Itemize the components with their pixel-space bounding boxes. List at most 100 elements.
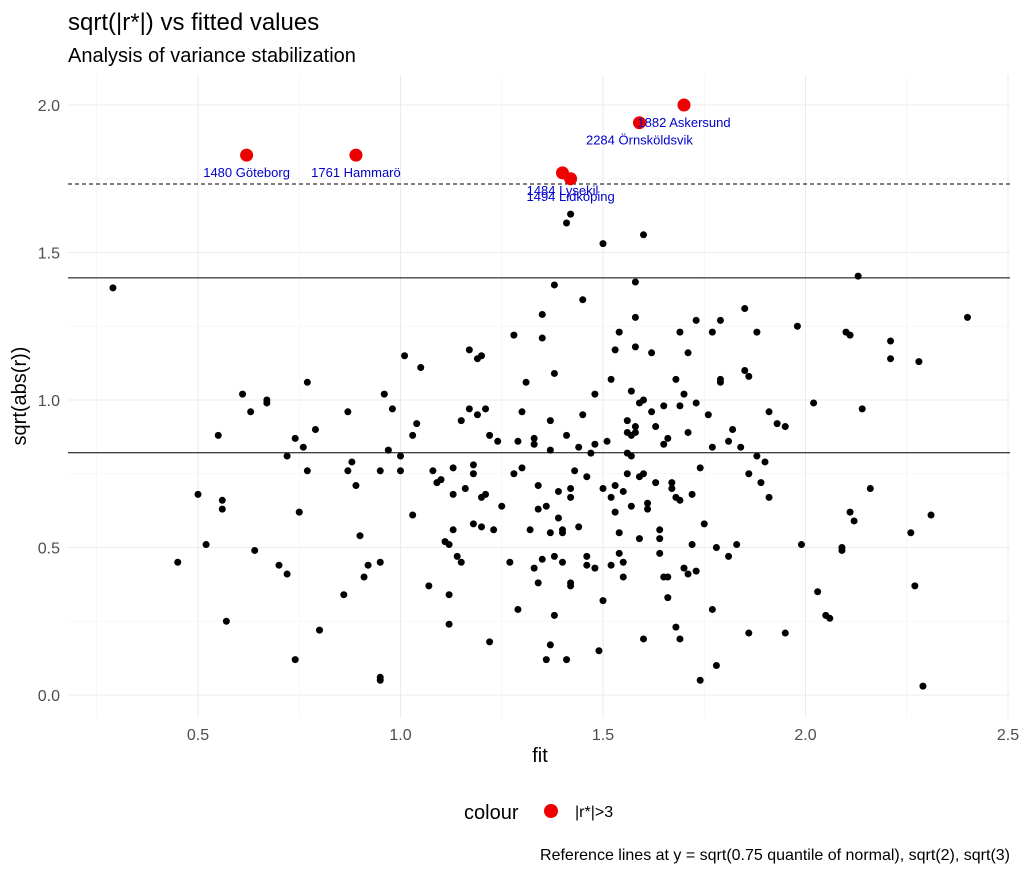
outlier-label: 1484 Lysekil (527, 183, 599, 198)
data-point (473, 411, 481, 419)
x-tick-label: 0.5 (187, 727, 209, 744)
x-tick-label: 2.5 (997, 727, 1019, 744)
data-point (725, 437, 733, 445)
data-point (927, 511, 935, 519)
data-point (660, 440, 668, 448)
data-point (737, 443, 745, 451)
data-point (376, 676, 384, 684)
data-point (429, 467, 437, 475)
data-point (299, 443, 307, 451)
outlier-point (240, 148, 254, 162)
outlier-label: 2284 Örnsköldsvik (586, 133, 693, 148)
data-point (510, 331, 518, 339)
data-point (627, 502, 635, 510)
outlier-point (564, 172, 578, 186)
data-point (696, 676, 704, 684)
data-point (445, 591, 453, 599)
data-point (761, 458, 769, 466)
data-point (579, 296, 587, 304)
data-point (733, 541, 741, 549)
data-point (571, 467, 579, 475)
data-point (538, 334, 546, 342)
x-tick-label: 1.5 (592, 727, 614, 744)
data-point (627, 387, 635, 395)
data-point (303, 378, 311, 386)
data-point (218, 496, 226, 504)
data-point (457, 417, 465, 425)
data-point (579, 411, 587, 419)
data-point (676, 328, 684, 336)
data-point (712, 662, 720, 669)
data-point (214, 431, 222, 439)
data-point (546, 446, 554, 454)
data-point (907, 529, 915, 537)
data-point (603, 437, 611, 445)
data-point (793, 322, 801, 330)
data-point (567, 579, 575, 587)
data-point (648, 349, 656, 357)
data-point (672, 375, 680, 383)
data-point (534, 482, 542, 490)
data-point (850, 517, 858, 525)
data-point (619, 573, 627, 581)
data-point (611, 482, 619, 490)
data-point (397, 467, 404, 475)
data-point (514, 437, 522, 445)
data-point (765, 493, 773, 501)
data-point (575, 523, 583, 531)
data-point (858, 405, 866, 413)
data-point (797, 541, 805, 549)
data-point (591, 440, 599, 448)
data-point (676, 402, 684, 410)
data-point (397, 452, 404, 460)
y-tick-label: 2.0 (38, 98, 60, 115)
data-point (591, 564, 599, 572)
data-point (866, 485, 874, 492)
data-point (263, 396, 271, 404)
data-point (680, 564, 688, 572)
data-point (530, 434, 538, 442)
data-point (745, 629, 753, 637)
data-point (291, 434, 299, 442)
data-point (417, 364, 425, 372)
data-point (425, 582, 433, 590)
y-tick-labels: 0.0 0.5 1.0 1.5 2.0 (38, 98, 60, 705)
data-point (668, 485, 676, 492)
data-point (814, 588, 822, 596)
data-point (611, 508, 619, 516)
x-axis-title: fit (532, 745, 548, 767)
reference-lines (68, 183, 1010, 454)
data-point (222, 617, 230, 625)
data-point (688, 490, 696, 498)
data-point (583, 552, 591, 560)
data-point (352, 482, 360, 490)
data-point (631, 313, 639, 321)
data-point (546, 417, 554, 425)
data-point (518, 408, 526, 416)
data-point (518, 464, 526, 472)
data-point (542, 656, 550, 664)
data-point (567, 493, 575, 501)
data-point (887, 355, 895, 363)
data-point (964, 313, 971, 321)
data-point (631, 343, 639, 351)
data-point (684, 570, 692, 578)
data-point (449, 464, 457, 472)
data-point (656, 526, 664, 534)
x-tick-labels: 0.5 1.0 1.5 2.0 2.5 (187, 727, 1019, 744)
data-point (619, 487, 627, 495)
data-point (631, 278, 639, 286)
outlier-point (632, 116, 646, 130)
data-point (494, 437, 502, 445)
data-point (599, 485, 607, 492)
data-point (546, 529, 554, 537)
data-point (644, 499, 652, 507)
y-tick-label: 1.5 (38, 246, 60, 263)
data-point (676, 496, 684, 504)
x-tick-label: 1.0 (389, 727, 411, 744)
data-point (486, 431, 494, 439)
data-point (534, 505, 542, 513)
data-point (251, 546, 259, 554)
data-point (615, 529, 623, 537)
data-point (765, 408, 773, 416)
